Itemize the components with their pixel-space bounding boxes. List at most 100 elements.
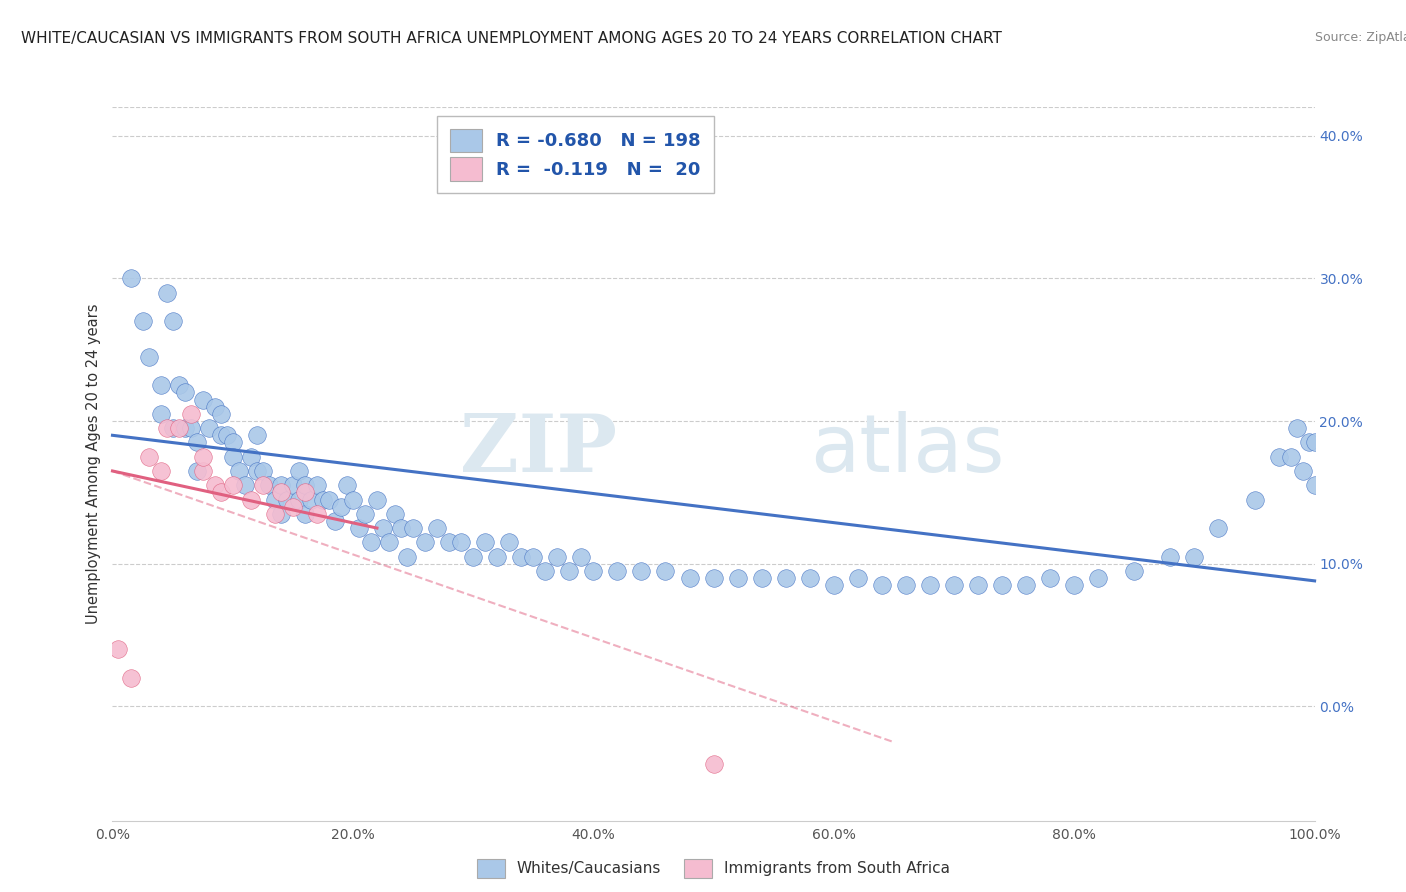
Point <box>402 521 425 535</box>
Point <box>263 507 285 521</box>
Point <box>413 535 436 549</box>
Text: atlas: atlas <box>810 410 1004 489</box>
Legend: Whites/Caucasians, Immigrants from South Africa: Whites/Caucasians, Immigrants from South… <box>471 853 956 884</box>
Point <box>263 492 285 507</box>
Point <box>131 314 153 328</box>
Point <box>354 507 377 521</box>
Point <box>437 535 460 549</box>
Point <box>197 421 219 435</box>
Point <box>138 450 160 464</box>
Point <box>167 378 190 392</box>
Point <box>294 478 316 492</box>
Point <box>173 385 195 400</box>
Point <box>1267 450 1289 464</box>
Point <box>180 407 202 421</box>
Point <box>222 435 245 450</box>
Point <box>107 642 129 657</box>
Point <box>942 578 965 592</box>
Point <box>294 507 316 521</box>
Point <box>461 549 484 564</box>
Point <box>1243 492 1265 507</box>
Point <box>186 435 208 450</box>
Point <box>312 492 335 507</box>
Point <box>162 421 184 435</box>
Y-axis label: Unemployment Among Ages 20 to 24 years: Unemployment Among Ages 20 to 24 years <box>86 303 101 624</box>
Point <box>276 492 298 507</box>
Point <box>270 507 292 521</box>
Point <box>342 492 364 507</box>
Text: ZIP: ZIP <box>460 410 617 489</box>
Point <box>294 485 316 500</box>
Point <box>167 421 190 435</box>
Point <box>1303 435 1326 450</box>
Point <box>233 478 256 492</box>
Point <box>209 407 232 421</box>
Point <box>1291 464 1313 478</box>
Point <box>1208 521 1230 535</box>
Text: Source: ZipAtlas.com: Source: ZipAtlas.com <box>1315 31 1406 45</box>
Point <box>1184 549 1206 564</box>
Point <box>257 478 280 492</box>
Point <box>252 478 274 492</box>
Point <box>894 578 917 592</box>
Point <box>120 271 142 285</box>
Point <box>534 564 557 578</box>
Point <box>239 492 262 507</box>
Point <box>775 571 797 585</box>
Point <box>378 535 401 549</box>
Point <box>222 450 245 464</box>
Point <box>288 492 311 507</box>
Point <box>149 464 172 478</box>
Point <box>162 314 184 328</box>
Point <box>371 521 394 535</box>
Point <box>155 285 177 300</box>
Point <box>1279 450 1302 464</box>
Point <box>918 578 941 592</box>
Point <box>1087 571 1109 585</box>
Point <box>155 421 177 435</box>
Point <box>846 571 869 585</box>
Text: WHITE/CAUCASIAN VS IMMIGRANTS FROM SOUTH AFRICA UNEMPLOYMENT AMONG AGES 20 TO 24: WHITE/CAUCASIAN VS IMMIGRANTS FROM SOUTH… <box>21 31 1002 46</box>
Point <box>318 492 340 507</box>
Point <box>149 407 172 421</box>
Point <box>558 564 581 578</box>
Point <box>486 549 509 564</box>
Point <box>246 428 269 442</box>
Point <box>582 564 605 578</box>
Point <box>180 421 202 435</box>
Point <box>299 492 322 507</box>
Point <box>323 514 346 528</box>
Point <box>1298 435 1320 450</box>
Point <box>727 571 749 585</box>
Point <box>270 478 292 492</box>
Point <box>522 549 544 564</box>
Point <box>1015 578 1038 592</box>
Point <box>138 350 160 364</box>
Point <box>288 464 311 478</box>
Point <box>474 535 496 549</box>
Point <box>305 507 328 521</box>
Point <box>426 521 449 535</box>
Point <box>191 392 214 407</box>
Point <box>654 564 676 578</box>
Point <box>149 378 172 392</box>
Point <box>186 464 208 478</box>
Point <box>209 428 232 442</box>
Point <box>173 421 195 435</box>
Point <box>799 571 821 585</box>
Point <box>498 535 520 549</box>
Point <box>1063 578 1085 592</box>
Point <box>678 571 700 585</box>
Point <box>395 549 418 564</box>
Point <box>450 535 472 549</box>
Point <box>347 521 370 535</box>
Point <box>967 578 990 592</box>
Point <box>384 507 406 521</box>
Point <box>702 571 725 585</box>
Point <box>1123 564 1146 578</box>
Point <box>270 485 292 500</box>
Point <box>305 478 328 492</box>
Point <box>120 671 142 685</box>
Point <box>1285 421 1308 435</box>
Point <box>751 571 773 585</box>
